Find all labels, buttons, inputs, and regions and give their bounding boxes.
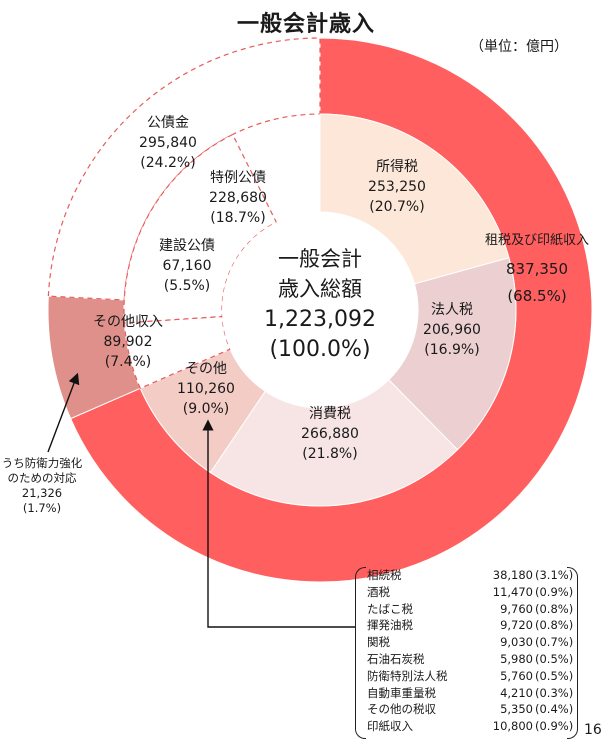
breakdown-value: 9,030 [500,635,533,650]
breakdown-row: たばこ税 9,760 (0.8%) [355,601,578,618]
breakdown-value: 11,470 [492,584,533,599]
center-total-value: 1,223,092 [264,307,376,332]
breakdown-pct: (3.1%) [535,568,574,582]
other-income-value-label: 89,902 [104,334,153,350]
breakdown-name: 相続税 [367,568,402,582]
breakdown-row: 防衛特別法人税 5,760 (0.5%) [355,668,578,685]
breakdown-row: 自動車重量税 4,210 (0.3%) [355,685,578,702]
other-income-pct-label: (7.4%) [105,354,152,370]
page-number: 16 [584,722,602,738]
breakdown-row: 相続税 38,180 (3.1%) [355,567,578,584]
breakdown-row: 酒税 11,470 (0.9%) [355,584,578,601]
breakdown-pct: (0.4%) [535,702,574,717]
center-total-pct: (100.0%) [269,337,370,362]
breakdown-pct: (0.5%) [535,668,574,683]
breakdown-name: 石油石炭税 [367,651,425,666]
corp-tax-pct-label: (16.9%) [424,342,479,358]
defense-note-arrow [47,372,80,453]
inner-ring-slice-5 [123,133,278,324]
breakdown-pct: (0.9%) [535,584,574,599]
breakdown-pct: (0.8%) [535,601,574,616]
consumption-tax-name-label: 消費税 [309,406,351,422]
other-tax-name-label: その他 [185,361,227,377]
breakdown-row: その他の税収 5,350 (0.4%) [355,701,578,718]
breakdown-value: 9,720 [500,618,533,633]
breakdown-name: 防衛特別法人税 [367,668,448,683]
chart-title: 一般会計歳入 [236,12,375,37]
breakdown-value: 5,760 [500,668,533,683]
construction-bond-name-label: 建設公債 [159,238,215,254]
income-tax-pct-label: (20.7%) [369,199,424,215]
center-hole [222,212,418,408]
breakdown-value: 5,350 [500,702,533,717]
breakdown-row: 石油石炭税 5,980 (0.5%) [355,651,578,668]
center-label-line1: 一般会計 [278,247,362,271]
special-bond-value-label: 228,680 [209,190,267,206]
corp-tax-value-label: 206,960 [423,322,481,338]
construction-bond-pct-label: (5.5%) [164,278,211,294]
defense-note-pct: (1.7%) [23,501,61,515]
consumption-tax-pct-label: (21.8%) [302,446,357,462]
breakdown-name: その他の税収 [367,702,436,717]
other-tax-breakdown-arrow [202,419,355,628]
other-tax-value-label: 110,260 [177,381,235,397]
breakdown-pct: (0.5%) [535,651,574,666]
breakdown-name: 印紙収入 [367,719,413,734]
breakdown-pct: (0.7%) [535,635,574,650]
outer-ring-slice-2 [47,37,321,301]
breakdown-row: 印紙収入 10,800 (0.9%) [355,718,578,735]
tax-name-label: 租税及び印紙収入 [485,233,589,248]
special-bond-name-label: 特例公債 [210,170,266,186]
other-income-name-label: その他収入 [93,314,163,330]
breakdown-value: 38,180 [492,568,533,582]
defense-note-value: 21,326 [22,486,62,500]
breakdown-value: 10,800 [492,719,533,734]
breakdown-name: 関税 [367,635,390,650]
center-label-line2: 歳入総額 [278,277,362,301]
other-tax-breakdown-list: 相続税 38,180 (3.1%) 酒税 11,470 (0.9%) たばこ税 9,760 (0… [355,567,578,739]
other-tax-pct-label: (9.0%) [183,401,230,417]
tax-value-label: 837,350 [506,260,568,278]
defense-note-line1: うち防衛力強化 [2,456,83,470]
breakdown-name: 酒税 [367,584,390,599]
construction-bond-value-label: 67,160 [163,258,212,274]
breakdown-pct: (0.9%) [535,719,574,734]
defense-note-line2: のための対応 [8,471,77,485]
breakdown-pct: (0.3%) [535,685,574,700]
consumption-tax-value-label: 266,880 [301,426,359,442]
bonds-value-label: 295,840 [139,135,197,151]
breakdown-name: 自動車重量税 [367,685,436,700]
breakdown-value: 4,210 [500,685,533,700]
breakdown-value: 9,760 [500,601,533,616]
bonds-name-label: 公債金 [147,115,189,131]
special-bond-pct-label: (18.7%) [210,210,265,226]
breakdown-value: 5,980 [500,651,533,666]
breakdown-name: たばこ税 [367,601,413,616]
breakdown-pct: (0.8%) [535,618,574,633]
unit-label: （単位：億円） [470,39,568,55]
breakdown-row: 関税 9,030 (0.7%) [355,634,578,651]
breakdown-name: 揮発油税 [367,618,413,633]
tax-pct-label: (68.5%) [507,287,566,305]
corp-tax-name-label: 法人税 [431,302,473,318]
income-tax-name-label: 所得税 [376,158,418,175]
income-tax-value-label: 253,250 [368,179,426,195]
bonds-pct-label: (24.2%) [140,155,195,171]
breakdown-row: 揮発油税 9,720 (0.8%) [355,617,578,634]
